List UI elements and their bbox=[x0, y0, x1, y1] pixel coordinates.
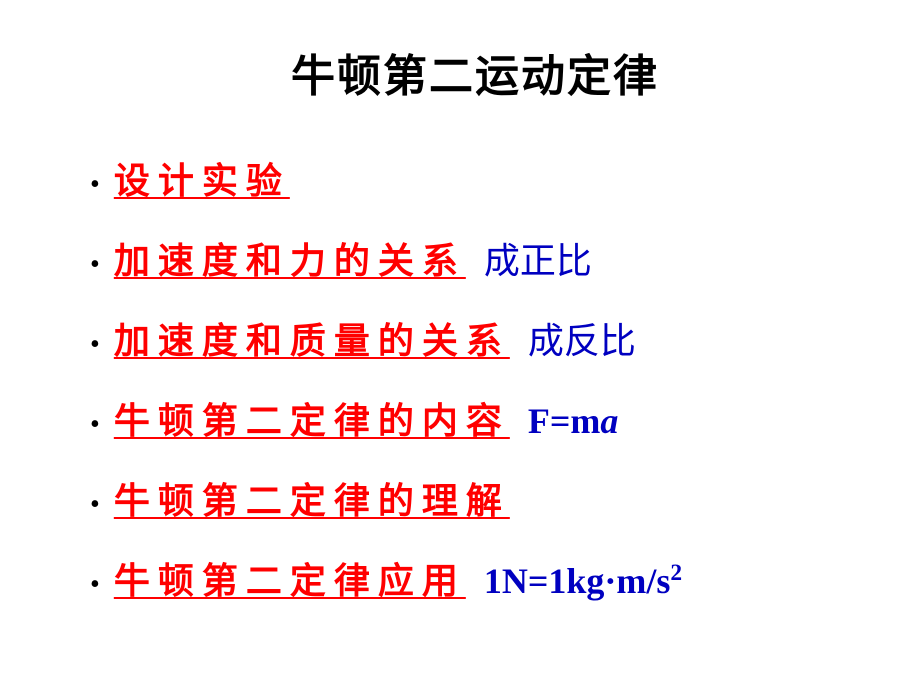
annotation-inverse: 成反比 bbox=[528, 312, 636, 364]
bullet-list: • 设计实验 • 加速度和力的关系 成正比 • 加速度和质量的关系 成反比 • … bbox=[90, 152, 860, 604]
slide-title: 牛顿第二运动定律 bbox=[90, 40, 860, 104]
link-second-law-content[interactable]: 牛顿第二定律的内容 bbox=[114, 392, 510, 444]
link-second-law-application[interactable]: 牛顿第二定律应用 bbox=[114, 552, 466, 604]
bullet-dot-icon: • bbox=[90, 171, 100, 199]
bullet-item-2: • 加速度和力的关系 成正比 bbox=[90, 232, 860, 284]
bullet-dot-icon: • bbox=[90, 571, 100, 599]
link-second-law-understanding[interactable]: 牛顿第二定律的理解 bbox=[114, 472, 510, 524]
bullet-item-6: • 牛顿第二定律应用 1N=1kg·m/s2 bbox=[90, 552, 860, 604]
bullet-item-1: • 设计实验 bbox=[90, 152, 860, 204]
bullet-dot-icon: • bbox=[90, 331, 100, 359]
annotation-unit: 1N=1kg·m/s2 bbox=[484, 560, 682, 602]
link-design-experiment[interactable]: 设计实验 bbox=[114, 152, 290, 204]
bullet-dot-icon: • bbox=[90, 251, 100, 279]
bullet-dot-icon: • bbox=[90, 491, 100, 519]
link-accel-force[interactable]: 加速度和力的关系 bbox=[114, 232, 466, 284]
bullet-item-3: • 加速度和质量的关系 成反比 bbox=[90, 312, 860, 364]
bullet-dot-icon: • bbox=[90, 411, 100, 439]
annotation-formula: F=ma bbox=[528, 400, 619, 442]
bullet-item-4: • 牛顿第二定律的内容 F=ma bbox=[90, 392, 860, 444]
annotation-proportional: 成正比 bbox=[484, 232, 592, 284]
link-accel-mass[interactable]: 加速度和质量的关系 bbox=[114, 312, 510, 364]
slide-container: 牛顿第二运动定律 • 设计实验 • 加速度和力的关系 成正比 • 加速度和质量的… bbox=[0, 0, 920, 672]
bullet-item-5: • 牛顿第二定律的理解 bbox=[90, 472, 860, 524]
